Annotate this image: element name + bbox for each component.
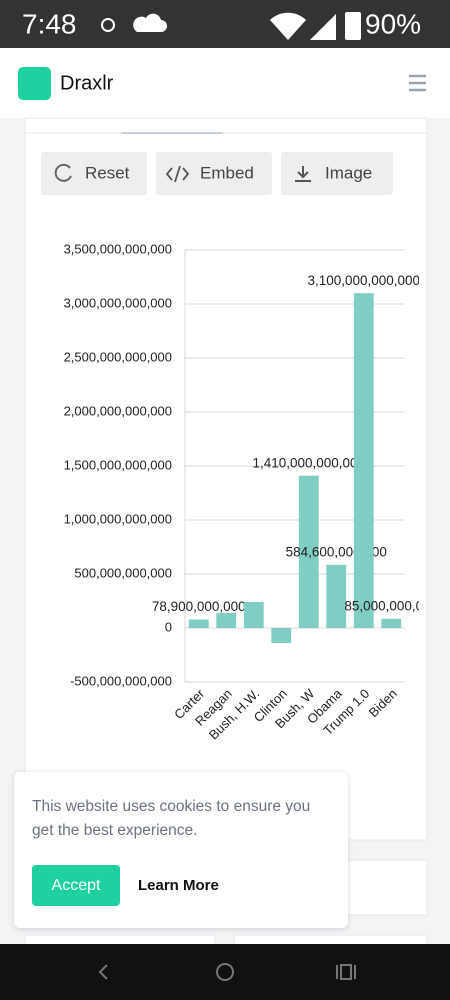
y-tick-label: 0 xyxy=(165,619,172,634)
signal-icon xyxy=(310,14,336,40)
button-label: Image xyxy=(325,163,372,182)
reset-button[interactable]: Reset xyxy=(41,152,147,195)
learn-more-link[interactable]: Learn More xyxy=(138,877,219,894)
bar xyxy=(381,618,402,628)
y-tick-label: -500,000,000,000 xyxy=(70,673,172,688)
data-label: 85,000,000,000 xyxy=(344,598,438,613)
bar xyxy=(188,619,209,628)
accept-button[interactable]: Accept xyxy=(32,865,120,906)
cookie-banner: This website uses cookies to ensure you … xyxy=(14,772,348,928)
y-tick-label: 3,500,000,000,000 xyxy=(64,241,172,256)
data-label: 3,100,000,000,000 xyxy=(307,273,420,288)
cookie-message: This website uses cookies to ensure you xyxy=(32,798,310,815)
bar xyxy=(243,602,264,628)
chart: -500,000,000,000 0 500,000,000,000 1,000,00… xyxy=(64,241,438,742)
back-button[interactable] xyxy=(98,964,108,980)
status-bar xyxy=(0,0,450,48)
battery-level: 90% xyxy=(365,8,421,39)
clock: 7:48 xyxy=(22,8,77,39)
y-tick-label: 2,000,000,000,000 xyxy=(64,403,172,418)
y-tick-label: 1,000,000,000,000 xyxy=(64,511,172,526)
sun-icon xyxy=(101,18,115,32)
cloud-icon xyxy=(133,13,167,33)
bar xyxy=(298,475,319,628)
wifi-icon xyxy=(270,12,306,41)
bar xyxy=(271,628,292,644)
embed-button[interactable]: Embed xyxy=(156,152,272,195)
data-label: 1,410,000,000,000 xyxy=(252,455,365,470)
button-label: Accept xyxy=(52,877,101,894)
logo xyxy=(18,67,51,100)
recents-button[interactable] xyxy=(336,964,356,980)
menu-button[interactable] xyxy=(409,74,426,92)
battery-icon xyxy=(345,12,361,40)
home-button[interactable] xyxy=(216,963,234,981)
nav-bar xyxy=(0,944,450,1000)
app-name: Draxlr xyxy=(60,72,114,94)
y-tick-label: 2,500,000,000,000 xyxy=(64,349,172,364)
data-label: 78,900,000,000 xyxy=(152,599,246,614)
image-button[interactable]: Image xyxy=(281,152,393,195)
button-label: Embed xyxy=(200,163,254,182)
bar xyxy=(326,564,347,628)
bar xyxy=(216,612,237,628)
bar xyxy=(353,293,374,628)
y-tick-label: 3,000,000,000,000 xyxy=(64,295,172,310)
app-header xyxy=(0,48,450,118)
y-tick-label: 1,500,000,000,000 xyxy=(64,457,172,472)
cookie-message: get the best experience. xyxy=(32,822,197,839)
y-tick-label: 500,000,000,000 xyxy=(74,565,172,580)
button-label: Reset xyxy=(85,163,130,182)
